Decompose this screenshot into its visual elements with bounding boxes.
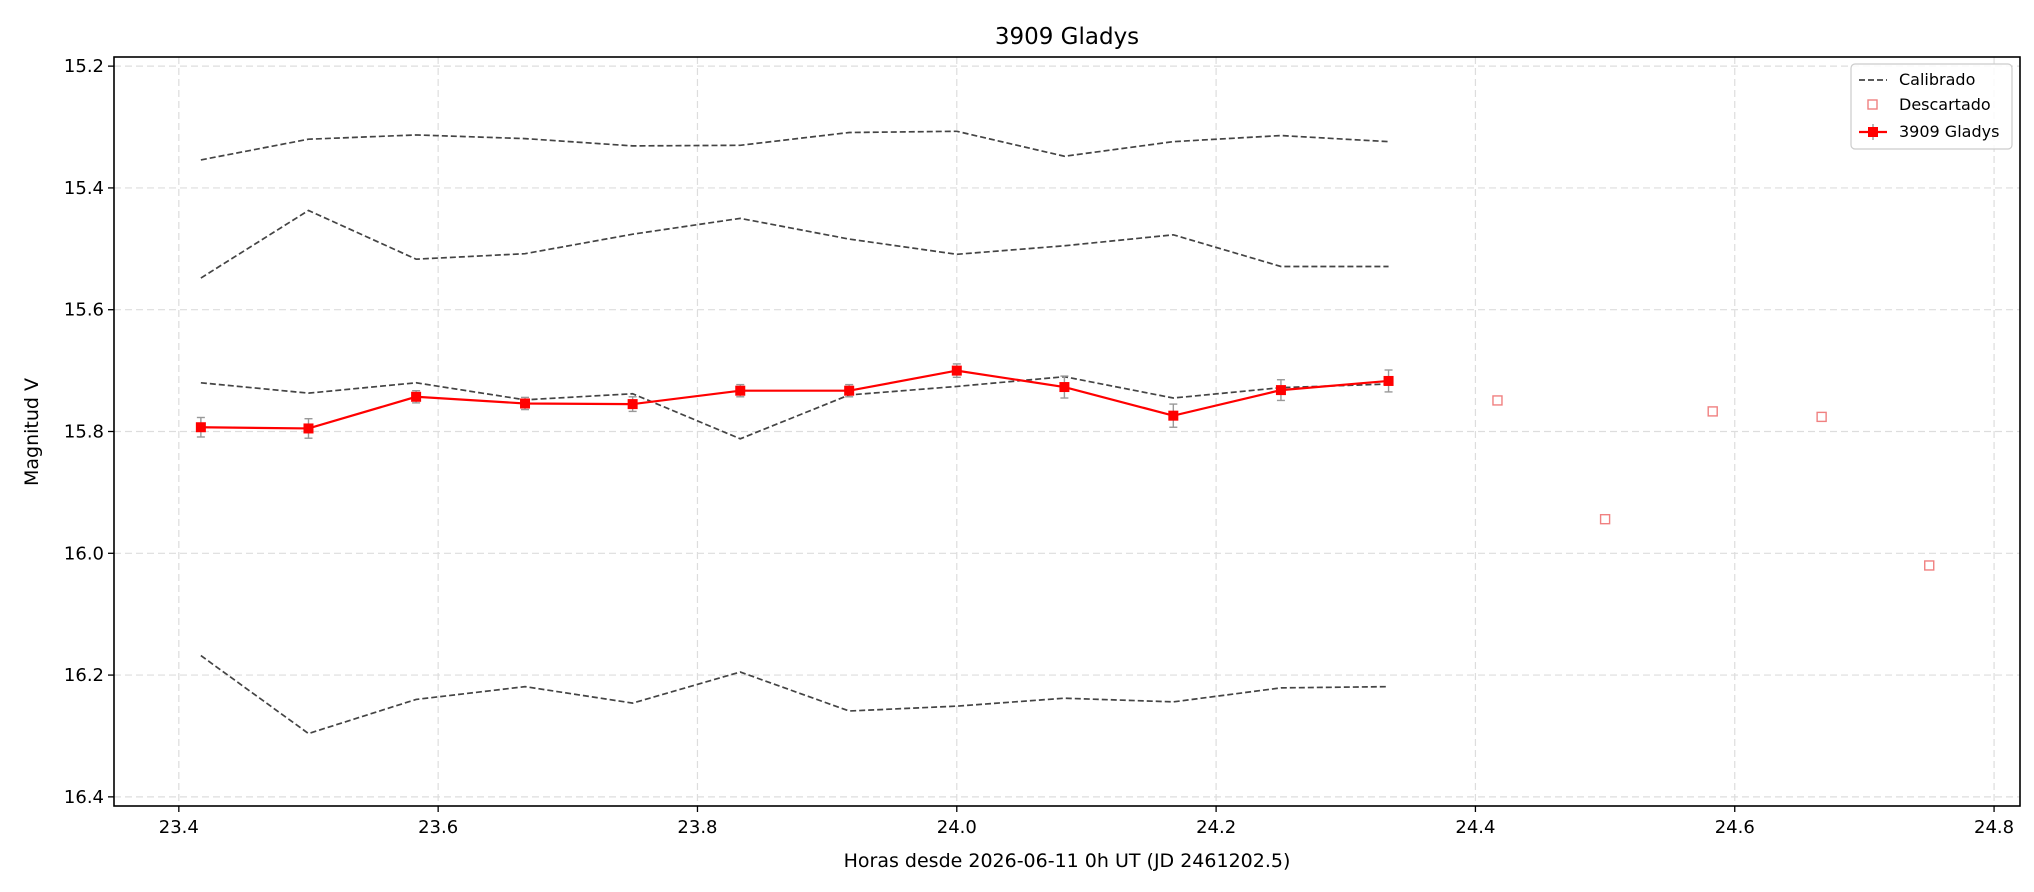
axis-ticks: 23.4 23.6 23.8 24.0 24.2 24.4 24.6 24.8 15.2 15.4…	[64, 56, 2014, 838]
y-tick-label: 15.8	[64, 422, 104, 443]
legend-gladys-swatch-marker	[1868, 127, 1878, 137]
gladys-point	[1059, 382, 1070, 393]
calibrado-line-2	[200, 209, 1389, 279]
gladys-point	[1383, 375, 1394, 386]
gladys-point	[195, 422, 206, 433]
y-tick-label: 15.6	[64, 300, 104, 321]
x-tick-label: 24.0	[937, 817, 977, 838]
y-tick-label: 16.4	[64, 787, 104, 808]
chart-title: 3909 Gladys	[995, 24, 1139, 50]
gladys-point	[627, 399, 638, 410]
calibrado-line-3	[200, 375, 1389, 440]
gladys-point	[735, 385, 746, 396]
calibrado-line-4	[200, 654, 1389, 735]
x-tick-label: 23.4	[159, 817, 199, 838]
y-axis-label: Magnitud V	[21, 378, 43, 486]
legend-calibrado-label: Calibrado	[1899, 70, 1975, 89]
descartado-point	[1924, 560, 1935, 571]
x-tick-label: 23.6	[418, 817, 458, 838]
descartado-point	[1599, 513, 1611, 525]
x-tick-label: 24.2	[1196, 817, 1236, 838]
y-tick-label: 15.2	[64, 56, 104, 77]
gladys-point	[844, 385, 855, 396]
grid	[114, 57, 2020, 806]
legend-box	[1850, 63, 2013, 150]
gladys-point	[1168, 410, 1179, 421]
y-tick-label: 16.2	[64, 665, 104, 686]
gladys-point	[520, 398, 531, 409]
x-tick-label: 23.8	[677, 817, 717, 838]
legend-descartado-label: Descartado	[1899, 95, 1991, 114]
series-layer	[195, 130, 1935, 735]
gladys-point	[951, 365, 962, 376]
x-tick-label: 24.6	[1715, 817, 1755, 838]
calibrado-line-1	[200, 130, 1389, 161]
x-tick-label: 24.4	[1455, 817, 1495, 838]
gladys-line	[200, 369, 1389, 430]
y-tick-label: 15.4	[64, 178, 104, 199]
legend-descartado-swatch	[1867, 99, 1878, 110]
x-axis-label: Horas desde 2026-06-11 0h UT (JD 2461202…	[844, 850, 1291, 872]
legend-gladys-label: 3909 Gladys	[1899, 122, 1999, 141]
descartado-point	[1707, 406, 1718, 417]
y-tick-label: 16.0	[64, 543, 104, 564]
gladys-point	[1275, 385, 1286, 396]
gladys-point	[411, 391, 422, 402]
descartado-point	[1816, 411, 1827, 423]
gladys-point	[303, 423, 314, 434]
x-tick-label: 24.8	[1974, 817, 2014, 838]
descartado-point	[1492, 395, 1503, 406]
legend: Calibrado Descartado 3909 Gladys	[1850, 63, 2013, 150]
